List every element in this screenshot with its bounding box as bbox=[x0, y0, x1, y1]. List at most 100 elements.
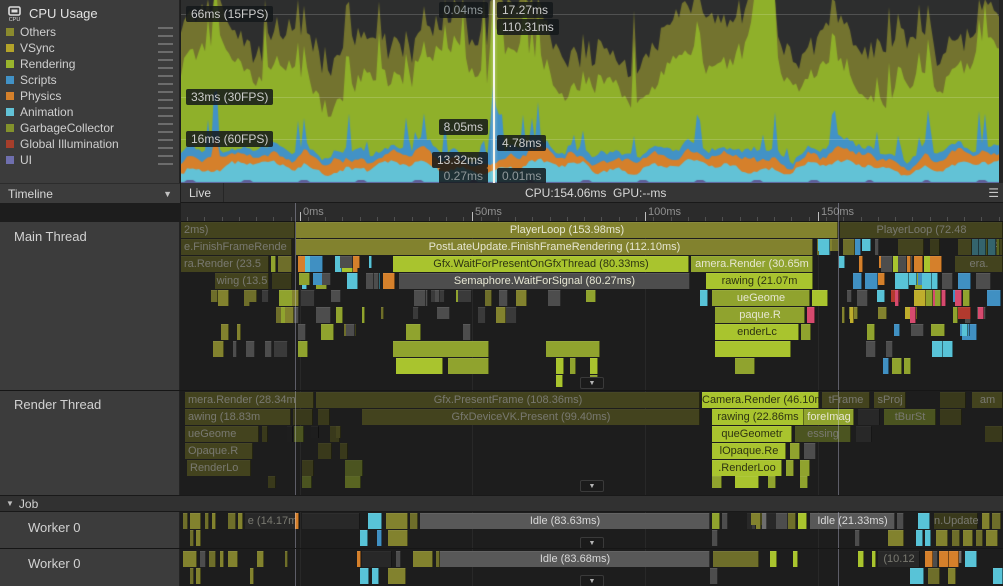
timeline-bar[interactable] bbox=[922, 273, 932, 289]
timeline-bar[interactable] bbox=[396, 358, 443, 374]
drag-handle-icon[interactable] bbox=[158, 155, 173, 165]
timeline-bar[interactable] bbox=[298, 341, 308, 357]
timeline-bar-wing-13-5[interactable]: wing (13.5 bbox=[215, 273, 269, 289]
collapse-triangle-icon[interactable]: ▼ bbox=[6, 499, 14, 508]
timeline-bar[interactable] bbox=[786, 460, 794, 476]
timeline-bar[interactable] bbox=[345, 460, 363, 476]
timeline-bar[interactable] bbox=[336, 426, 341, 438]
timeline-bar[interactable] bbox=[213, 341, 224, 357]
timeline-bar-paque-r[interactable]: paque.R bbox=[715, 307, 805, 323]
cpu-usage-chart[interactable] bbox=[181, 0, 1003, 183]
drag-handle-icon[interactable] bbox=[158, 43, 173, 53]
timeline-bar[interactable] bbox=[190, 568, 194, 584]
timeline-bar[interactable] bbox=[872, 551, 876, 567]
timeline-bar[interactable] bbox=[272, 273, 292, 289]
drag-handle-icon[interactable] bbox=[158, 123, 173, 133]
timeline-bar[interactable] bbox=[904, 358, 911, 374]
timeline-bar[interactable] bbox=[298, 324, 306, 340]
timeline-bar[interactable] bbox=[299, 273, 310, 285]
timeline-bar-sproj[interactable]: sProj bbox=[874, 392, 906, 408]
timeline-bar-e-finishframerende[interactable]: e.FinishFrameRende bbox=[181, 239, 292, 255]
timeline-bar[interactable] bbox=[843, 239, 855, 255]
drag-handle-icon[interactable] bbox=[158, 107, 173, 117]
timeline-bar[interactable] bbox=[345, 476, 361, 488]
timeline-bar[interactable] bbox=[942, 290, 946, 306]
timeline-bar[interactable] bbox=[715, 341, 791, 357]
timeline-bar[interactable] bbox=[942, 273, 953, 289]
timeline-bar[interactable] bbox=[356, 256, 360, 268]
timeline-bar[interactable] bbox=[850, 307, 854, 323]
context-menu-icon[interactable]: ☰ bbox=[988, 185, 999, 200]
timeline-bar[interactable] bbox=[331, 290, 341, 302]
timeline-bar[interactable] bbox=[992, 513, 1001, 529]
timeline-bar[interactable] bbox=[250, 568, 254, 584]
timeline-bar[interactable] bbox=[485, 290, 492, 306]
timeline-bar[interactable] bbox=[478, 307, 486, 323]
timeline-tracks[interactable]: 2ms) PlayerLoop (153.98ms) PlayerLoop (72.… bbox=[181, 222, 1003, 586]
timeline-bar[interactable] bbox=[388, 530, 408, 546]
timeline-bar-10-12[interactable]: (10.12 bbox=[878, 551, 920, 567]
timeline-bar[interactable] bbox=[907, 273, 917, 285]
timeline-bar[interactable] bbox=[209, 551, 216, 567]
timeline-bar[interactable] bbox=[710, 568, 718, 584]
timeline-bar[interactable] bbox=[458, 290, 472, 302]
timeline-bar[interactable] bbox=[910, 307, 916, 323]
timeline-bar[interactable] bbox=[301, 290, 315, 306]
timeline-bar[interactable] bbox=[496, 307, 506, 323]
timeline-bar[interactable] bbox=[832, 239, 839, 251]
timeline-bar[interactable] bbox=[228, 551, 238, 567]
timeline-bar[interactable] bbox=[712, 476, 722, 488]
timeline-bar[interactable] bbox=[311, 426, 319, 438]
expand-rows-button[interactable]: ▼ bbox=[580, 377, 604, 389]
timeline-bar[interactable] bbox=[878, 307, 887, 319]
timeline-bar[interactable] bbox=[786, 513, 796, 529]
timeline-bar[interactable] bbox=[292, 290, 299, 306]
timeline-bar[interactable] bbox=[722, 513, 728, 529]
timeline-bar[interactable] bbox=[790, 443, 800, 459]
selected-frame-line[interactable] bbox=[493, 0, 495, 183]
timeline-bar-ra-render-23-5[interactable]: ra.Render (23.5 bbox=[181, 256, 269, 272]
timeline-bar[interactable] bbox=[246, 341, 255, 357]
timeline-bar[interactable] bbox=[435, 290, 440, 302]
timeline-bar[interactable] bbox=[556, 375, 563, 387]
timeline-bar[interactable] bbox=[798, 513, 807, 529]
timeline-bar[interactable] bbox=[931, 324, 945, 336]
timeline-bar[interactable] bbox=[930, 239, 940, 255]
timeline-bar[interactable] bbox=[396, 551, 401, 567]
timeline-bar[interactable] bbox=[894, 324, 900, 336]
timeline-bar[interactable] bbox=[963, 290, 970, 306]
legend-item-vsync[interactable]: VSync bbox=[0, 40, 179, 56]
timeline-bar[interactable] bbox=[346, 324, 355, 336]
timeline-bar[interactable] bbox=[362, 551, 392, 567]
timeline-bar[interactable] bbox=[776, 513, 788, 529]
timeline-bar[interactable] bbox=[936, 530, 948, 546]
timeline-bar[interactable] bbox=[735, 476, 759, 488]
timeline-bar[interactable] bbox=[925, 551, 933, 567]
timeline-bar-tframe[interactable]: tFrame bbox=[822, 392, 870, 408]
timeline-bar[interactable] bbox=[436, 551, 440, 567]
timeline-bar[interactable] bbox=[886, 341, 893, 357]
timeline-bar[interactable] bbox=[393, 341, 489, 357]
timeline-bar[interactable] bbox=[271, 256, 276, 272]
timeline-bar[interactable] bbox=[287, 426, 293, 442]
timeline-bar[interactable] bbox=[183, 551, 197, 567]
timeline-bar[interactable] bbox=[546, 341, 600, 357]
timeline-bar[interactable] bbox=[360, 530, 368, 546]
timeline-bar[interactable] bbox=[295, 513, 299, 529]
timeline-bar[interactable] bbox=[976, 530, 983, 546]
chart-scroll-strip[interactable] bbox=[999, 0, 1003, 183]
timeline-ruler[interactable]: 0ms 50ms 100ms 150ms bbox=[181, 203, 1003, 222]
timeline-bar[interactable] bbox=[381, 307, 384, 319]
timeline-bar[interactable] bbox=[372, 568, 379, 584]
timeline-bar[interactable] bbox=[976, 273, 991, 289]
timeline-bar[interactable] bbox=[322, 273, 331, 285]
timeline-bar[interactable] bbox=[859, 256, 863, 272]
timeline-bar-essing[interactable]: essing bbox=[795, 426, 851, 442]
timeline-bar[interactable] bbox=[410, 513, 418, 529]
timeline-bar-postlateupdate-finishframerendering-112-10ms[interactable]: PostLateUpdate.FinishFrameRendering (112… bbox=[296, 239, 813, 255]
legend-item-animation[interactable]: Animation bbox=[0, 104, 179, 120]
timeline-bar-gfx-presentframe-108-36ms[interactable]: Gfx.PresentFrame (108.36ms) bbox=[316, 392, 700, 408]
timeline-bar[interactable] bbox=[875, 239, 879, 255]
timeline-bar[interactable] bbox=[924, 256, 933, 272]
timeline-bar[interactable] bbox=[196, 530, 201, 546]
